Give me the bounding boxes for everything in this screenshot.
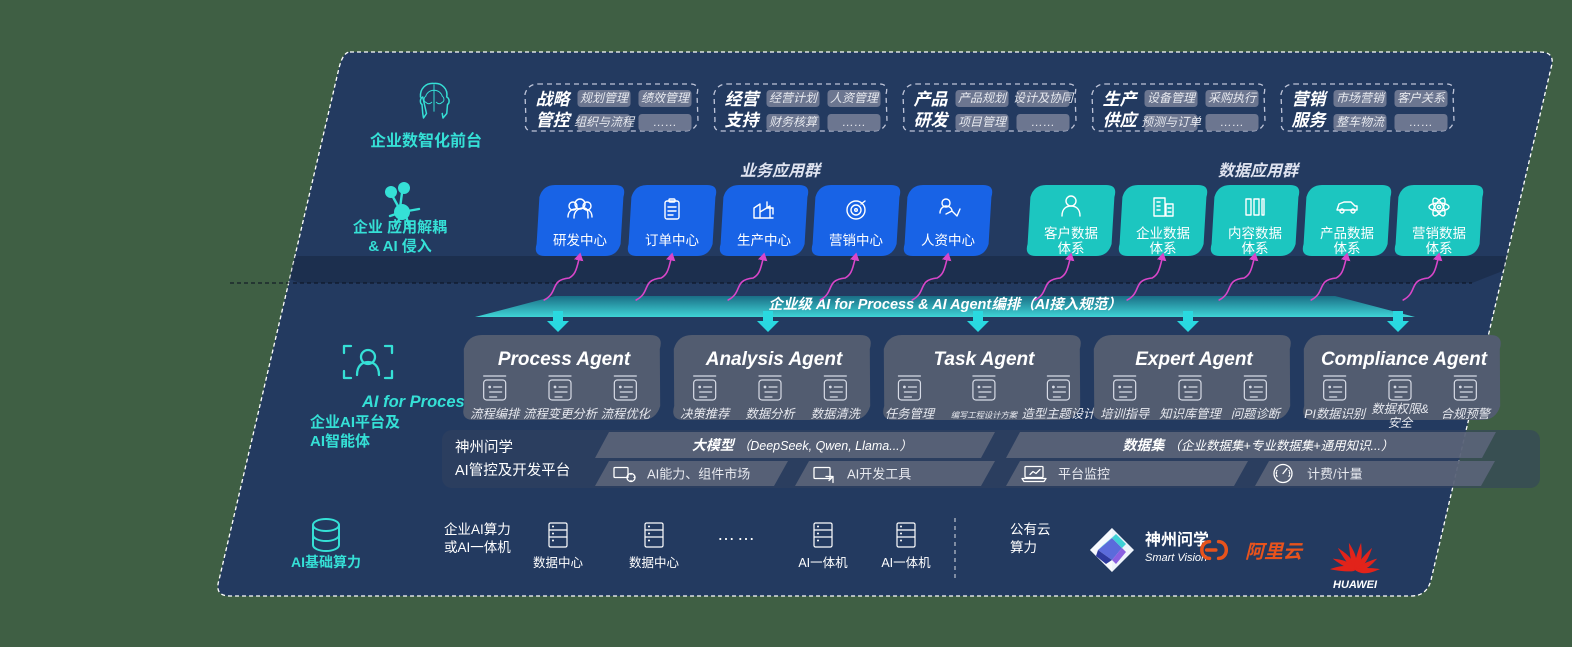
svg-text:绩效管理: 绩效管理 [641,91,691,105]
svg-text:企业数智化前台: 企业数智化前台 [370,131,482,150]
svg-text:营销数据: 营销数据 [1412,226,1466,241]
svg-text:体系: 体系 [1058,241,1085,256]
svg-text:研发中心: 研发中心 [553,233,607,248]
svg-text:产品数据: 产品数据 [1320,226,1374,241]
svg-text:流程变更分析: 流程变更分析 [523,407,598,421]
svg-text:人资中心: 人资中心 [921,233,975,248]
svg-text:数据分析: 数据分析 [745,407,796,421]
svg-text:……: …… [1031,115,1055,129]
svg-text:任务管理: 任务管理 [885,407,936,421]
svg-text:数据中心: 数据中心 [629,555,680,570]
svg-text:客户关系: 客户关系 [1397,91,1446,105]
svg-text:产品规划: 产品规划 [958,91,1008,105]
svg-text:安全: 安全 [1388,416,1414,430]
svg-text:预测与订单: 预测与订单 [1141,115,1202,129]
svg-text:神州问学: 神州问学 [455,439,513,456]
svg-text:体系: 体系 [1334,241,1361,256]
svg-text:业务应用群: 业务应用群 [740,162,823,180]
svg-text:AI一体机: AI一体机 [881,556,931,570]
svg-text:数据中心: 数据中心 [533,555,584,570]
svg-text:……: …… [653,115,677,129]
svg-text:服务: 服务 [1292,111,1328,130]
svg-text:人资管理: 人资管理 [830,91,880,105]
svg-text:项目管理: 项目管理 [958,115,1008,129]
svg-text:……: …… [1409,115,1433,129]
svg-text:产品: 产品 [914,90,949,109]
svg-text:数据应用群: 数据应用群 [1218,162,1301,180]
svg-text:AI基础算力: AI基础算力 [291,554,361,570]
svg-text:数据集 （企业数据集+专业数据集+通用知识...）: 数据集 （企业数据集+专业数据集+通用知识...） [1123,437,1394,453]
svg-text:算力: 算力 [1010,540,1037,555]
svg-text:合规预警: 合规预警 [1441,407,1492,421]
svg-text:数据权限&: 数据权限& [1371,402,1428,416]
svg-text:经营: 经营 [725,90,762,109]
svg-text:HUAWEI: HUAWEI [1333,579,1378,591]
svg-text:生产中心: 生产中心 [737,233,791,248]
svg-text:决策推荐: 决策推荐 [680,407,731,421]
svg-text:编写工程设计方案: 编写工程设计方案 [951,410,1019,420]
svg-text:Compliance Agent: Compliance Agent [1321,349,1488,370]
svg-text:设备管理: 设备管理 [1147,91,1197,105]
svg-text:AI智能体: AI智能体 [310,432,370,450]
svg-text:支持: 支持 [725,111,761,130]
svg-text:体系: 体系 [1426,241,1453,256]
svg-text:AI管控及开发平台: AI管控及开发平台 [455,462,570,479]
svg-text:AI一体机: AI一体机 [798,556,848,570]
svg-text:经营计划: 经营计划 [769,91,819,105]
svg-text:企业AI平台及: 企业AI平台及 [310,413,400,431]
svg-text:企业AI算力: 企业AI算力 [444,521,511,537]
svg-text:造型主题设计: 造型主题设计 [1022,407,1097,421]
svg-text:AI for Process: AI for Process [361,393,474,411]
svg-text:大模型 （DeepSeek, Qwen, Llama...）: 大模型 （DeepSeek, Qwen, Llama...） [692,437,912,453]
svg-text:规划管理: 规划管理 [580,91,630,105]
svg-text:组织与流程: 组织与流程 [574,115,636,129]
svg-text:或AI一体机: 或AI一体机 [444,540,511,555]
svg-text:研发: 研发 [914,111,950,130]
svg-text:财务核算: 财务核算 [769,115,819,129]
svg-text:数据清洗: 数据清洗 [811,407,862,421]
svg-text:企业 应用解耦: 企业 应用解耦 [353,218,447,236]
svg-text:战略: 战略 [536,90,572,109]
svg-text:流程编排: 流程编排 [470,407,521,421]
svg-text:……: …… [1220,115,1244,129]
svg-text:神州问学: 神州问学 [1145,530,1209,549]
svg-text:生产: 生产 [1103,90,1139,109]
svg-text:流程优化: 流程优化 [601,407,652,421]
svg-text:AI能力、组件市场: AI能力、组件市场 [647,467,750,482]
svg-text:计费/计量: 计费/计量 [1307,467,1363,482]
svg-text:营销中心: 营销中心 [829,233,883,248]
svg-text:AI开发工具: AI开发工具 [847,467,911,482]
svg-text:订单中心: 订单中心 [645,233,699,248]
svg-text:阿里云: 阿里云 [1245,542,1304,563]
svg-text:Analysis Agent: Analysis Agent [705,349,843,370]
svg-text:Expert Agent: Expert Agent [1135,349,1253,370]
svg-text:体系: 体系 [1242,241,1269,256]
svg-text:Process Agent: Process Agent [498,349,631,370]
svg-text:公有云: 公有云 [1010,522,1051,537]
svg-text:……: …… [717,524,757,544]
svg-text:知识库管理: 知识库管理 [1159,407,1222,421]
svg-text:采购执行: 采购执行 [1208,91,1258,105]
svg-text:客户数据: 客户数据 [1044,225,1098,241]
svg-text:管控: 管控 [536,111,573,130]
svg-text:体系: 体系 [1150,241,1177,256]
svg-text:营销: 营销 [1292,90,1329,109]
svg-text:……: …… [842,115,866,129]
svg-text:设计及协同: 设计及协同 [1013,91,1075,105]
svg-text:供应: 供应 [1103,111,1140,130]
svg-text:企业数据: 企业数据 [1136,225,1190,241]
svg-text:市场营销: 市场营销 [1336,91,1386,105]
svg-text:问题诊断: 问题诊断 [1231,407,1283,421]
svg-text:PI数据识别: PI数据识别 [1304,407,1367,421]
svg-text:内容数据: 内容数据 [1228,225,1282,241]
svg-text:Smart Vision: Smart Vision [1145,552,1207,564]
svg-text:平台监控: 平台监控 [1058,467,1110,482]
svg-text:& AI 侵入: & AI 侵入 [368,238,432,255]
svg-text:Task Agent: Task Agent [933,349,1035,370]
svg-text:整车物流: 整车物流 [1336,115,1386,129]
svg-text:培训指导: 培训指导 [1100,407,1150,421]
